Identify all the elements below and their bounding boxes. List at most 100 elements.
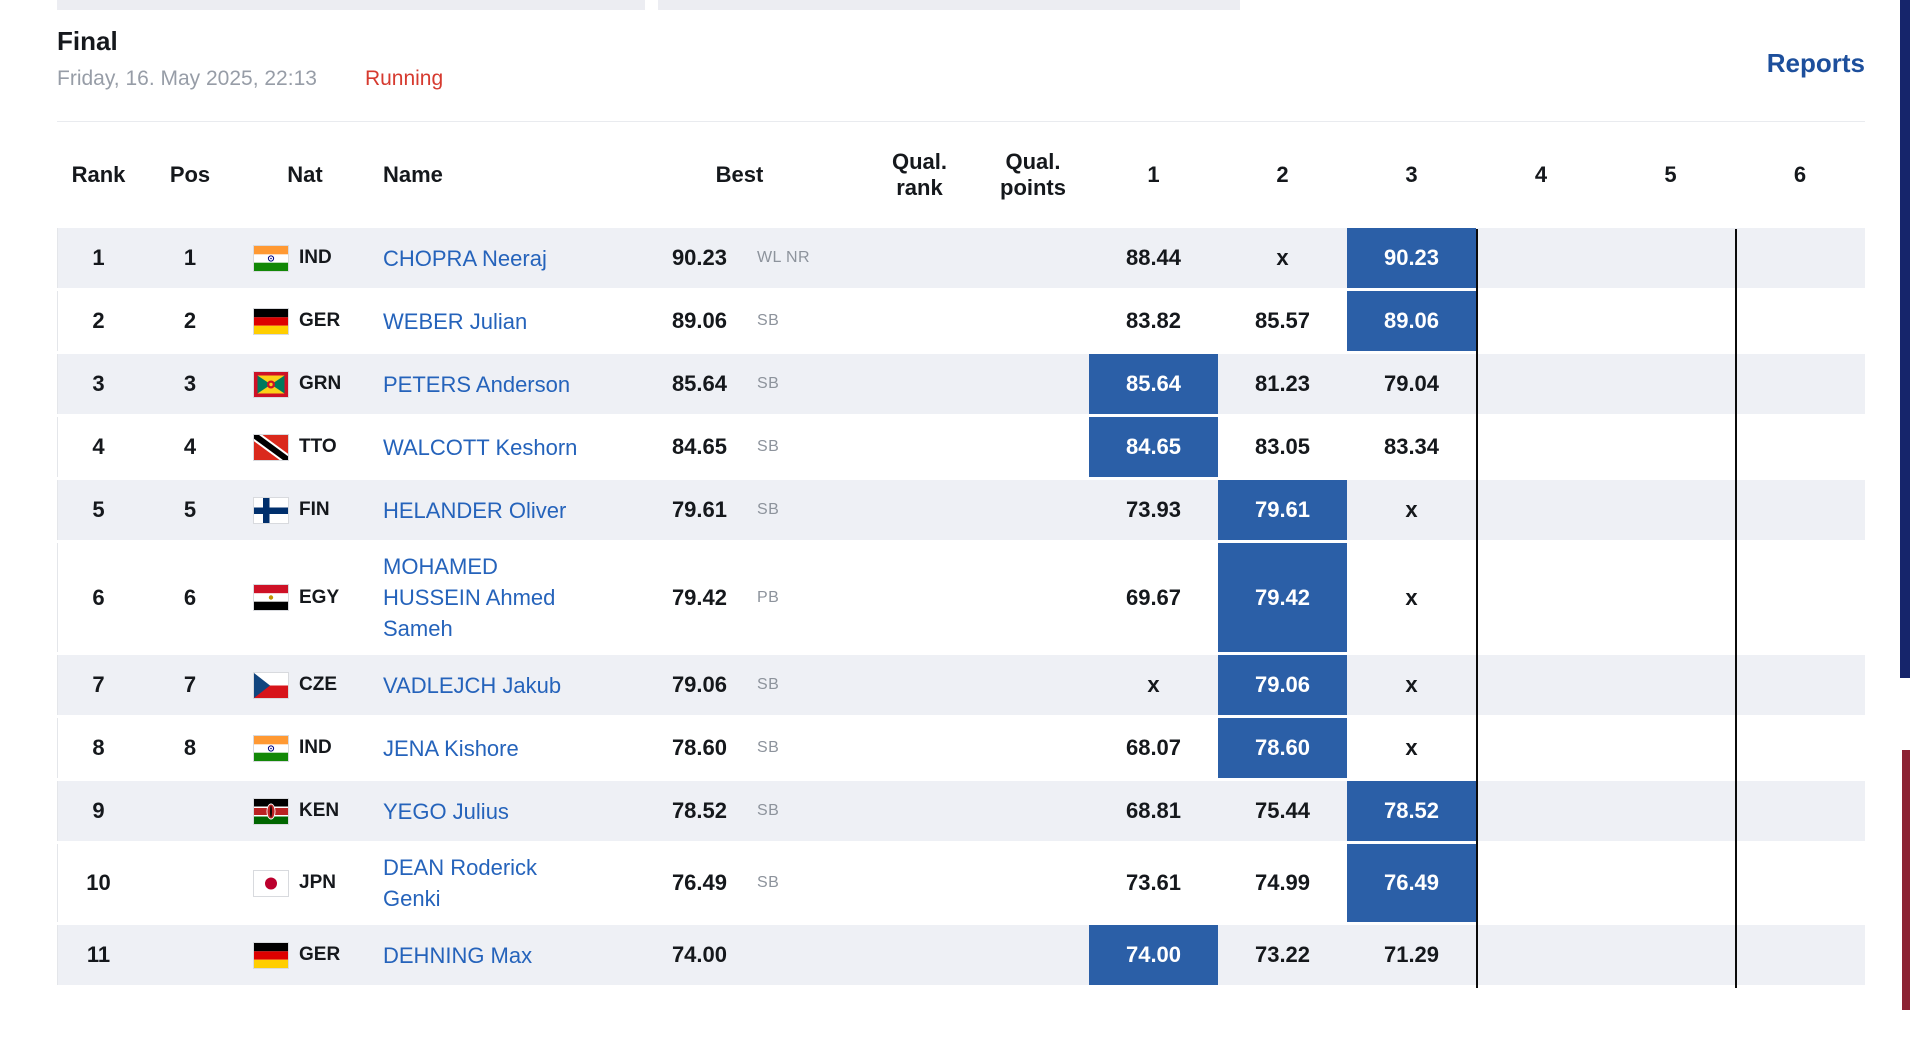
best-cell: 79.06 — [622, 653, 732, 718]
attempt-6-cell — [1735, 716, 1865, 781]
qual-points-cell — [977, 541, 1089, 655]
best-cell: 85.64 — [622, 352, 732, 417]
flag-ind-icon — [253, 244, 289, 272]
attempt-1-cell: 73.61 — [1089, 842, 1218, 925]
results-table-wrap: Rank Pos Nat Name Best Qual. rank Qual. … — [57, 121, 1865, 988]
results-table: Rank Pos Nat Name Best Qual. rank Qual. … — [57, 122, 1865, 988]
athlete-name-link[interactable]: MOHAMED HUSSEIN Ahmed Sameh — [383, 554, 556, 641]
nat-cell: FIN — [240, 478, 370, 543]
attempt-2-cell: 83.05 — [1218, 415, 1347, 480]
qual-rank-cell — [862, 541, 977, 655]
attempt-2-cell: 79.06 — [1218, 653, 1347, 718]
nat-cell: IND — [240, 716, 370, 781]
page-title: Final — [57, 26, 118, 56]
athlete-name-link[interactable]: VADLEJCH Jakub — [383, 672, 562, 698]
attempt-1-cell: 88.44 — [1089, 228, 1218, 291]
attempt-5-cell — [1606, 415, 1735, 480]
flag-jpn-icon — [253, 869, 289, 897]
col-header-attempt-6: 6 — [1735, 122, 1865, 228]
record-note-cell: SB — [732, 289, 862, 354]
qual-points-cell — [977, 289, 1089, 354]
attempt-4-cell — [1476, 842, 1606, 925]
table-row: 10 JPN DEAN Roderick Genki 76.49 SB 73.61 74.9… — [57, 842, 1865, 925]
nat-cell: JPN — [240, 842, 370, 925]
nat-cell: EGY — [240, 541, 370, 655]
attempt-5-cell — [1606, 923, 1735, 988]
name-cell: DEAN Roderick Genki — [370, 842, 622, 925]
name-cell: JENA Kishore — [370, 716, 622, 781]
athlete-name-link[interactable]: WALCOTT Keshorn — [383, 434, 578, 460]
athlete-name-link[interactable]: YEGO Julius — [383, 798, 509, 824]
attempt-5-cell — [1606, 228, 1735, 291]
rank-cell: 3 — [57, 352, 140, 417]
flag-cze-icon — [253, 671, 289, 699]
qual-rank-cell — [862, 923, 977, 988]
athlete-name-link[interactable]: JENA Kishore — [383, 735, 519, 761]
attempt-4-cell — [1476, 779, 1606, 844]
athlete-name-link[interactable]: PETERS Anderson — [383, 371, 571, 397]
nat-code: GRN — [299, 373, 342, 394]
flag-ind-icon — [253, 734, 289, 762]
table-row: 9 KEN YEGO Julius 78.52 SB 68.81 75.44 78.52 — [57, 779, 1865, 844]
tab-stub-right[interactable] — [658, 0, 1240, 10]
nat-code: CZE — [299, 674, 337, 695]
attempt-5-cell — [1606, 779, 1735, 844]
rank-cell: 1 — [57, 228, 140, 291]
best-cell: 90.23 — [622, 228, 732, 291]
attempt-2-cell: 73.22 — [1218, 923, 1347, 988]
reports-link[interactable]: Reports — [1766, 48, 1865, 78]
attempt-3-cell: 71.29 — [1347, 923, 1476, 988]
col-header-best: Best — [622, 122, 862, 228]
attempt-2-cell: 79.61 — [1218, 478, 1347, 543]
name-cell: DEHNING Max — [370, 923, 622, 988]
name-cell: YEGO Julius — [370, 779, 622, 844]
athlete-name-link[interactable]: DEAN Roderick Genki — [383, 855, 538, 911]
athlete-name-link[interactable]: HELANDER Oliver — [383, 497, 567, 523]
athlete-name-link[interactable]: CHOPRA Neeraj — [383, 245, 547, 271]
event-datetime: Friday, 16. May 2025, 22:13 — [57, 67, 317, 90]
pos-cell: 1 — [140, 228, 240, 291]
nat-code: JPN — [299, 872, 336, 893]
record-note-cell: WL NR — [732, 228, 862, 291]
attempt-1-cell: 68.81 — [1089, 779, 1218, 844]
qual-rank-cell — [862, 716, 977, 781]
attempt-1-cell: x — [1089, 653, 1218, 718]
qual-rank-cell — [862, 289, 977, 354]
qual-rank-cell — [862, 779, 977, 844]
attempt-1-cell: 73.93 — [1089, 478, 1218, 543]
attempt-3-cell: x — [1347, 478, 1476, 543]
attempt-2-cell: 79.42 — [1218, 541, 1347, 655]
attempt-6-cell — [1735, 842, 1865, 925]
table-row: 2 2 GER WEBER Julian 89.06 SB 83.82 85.57 89.06 — [57, 289, 1865, 354]
nat-cell: GRN — [240, 352, 370, 417]
athlete-name-link[interactable]: WEBER Julian — [383, 308, 528, 334]
name-cell: PETERS Anderson — [370, 352, 622, 417]
pos-cell — [140, 842, 240, 925]
attempt-6-cell — [1735, 415, 1865, 480]
attempt-4-cell — [1476, 415, 1606, 480]
qual-points-cell — [977, 842, 1089, 925]
table-row: 5 5 FIN HELANDER Oliver 79.61 SB 73.93 79.61 x — [57, 478, 1865, 543]
nat-code: EGY — [299, 586, 340, 608]
pos-cell: 4 — [140, 415, 240, 480]
athlete-name-link[interactable]: DEHNING Max — [383, 942, 533, 968]
qual-rank-cell — [862, 842, 977, 925]
attempt-6-cell — [1735, 352, 1865, 417]
pos-cell: 6 — [140, 541, 240, 655]
attempt-3-cell: 83.34 — [1347, 415, 1476, 480]
attempt-1-cell: 85.64 — [1089, 352, 1218, 417]
nat-code: KEN — [299, 800, 340, 821]
attempt-6-cell — [1735, 228, 1865, 291]
record-note-cell: PB — [732, 541, 862, 655]
attempt-1-cell: 83.82 — [1089, 289, 1218, 354]
pos-cell: 5 — [140, 478, 240, 543]
nat-cell: IND — [240, 228, 370, 291]
record-note-cell: SB — [732, 415, 862, 480]
scrollbar-thumb-top[interactable] — [1900, 0, 1910, 678]
tab-stub-left[interactable] — [57, 0, 645, 10]
qual-rank-cell — [862, 478, 977, 543]
table-header-row: Rank Pos Nat Name Best Qual. rank Qual. … — [57, 122, 1865, 228]
best-cell: 84.65 — [622, 415, 732, 480]
table-row: 4 4 TTO WALCOTT Keshorn 84.65 SB 84.65 83.05 83.… — [57, 415, 1865, 480]
scrollbar-thumb-bottom[interactable] — [1902, 750, 1910, 1010]
